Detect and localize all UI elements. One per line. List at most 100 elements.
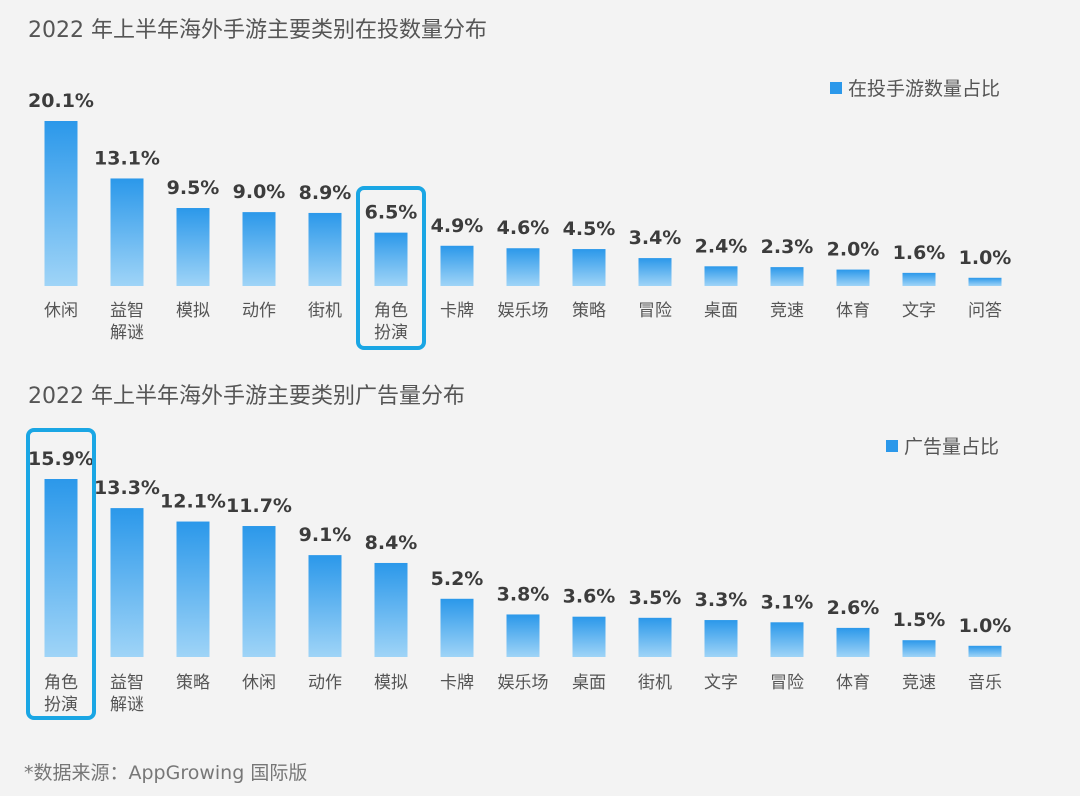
chart-1-highlight-box <box>356 186 426 350</box>
chart-2-category-label: 街机 <box>638 673 672 693</box>
chart-2-value-label: 3.5% <box>629 587 682 609</box>
chart-2-bar <box>638 617 672 657</box>
chart-1-category-label: 模拟 <box>176 301 210 321</box>
chart-2-category-label: 卡牌 <box>440 673 474 693</box>
chart-2-bar <box>176 521 210 657</box>
chart-2-value-label: 13.3% <box>94 477 160 499</box>
chart-1-value-label: 2.4% <box>695 235 748 257</box>
chart-1-value-label: 2.0% <box>827 239 880 261</box>
chart-2-value-label: 1.5% <box>893 609 946 631</box>
chart-2-category-label: 竞速 <box>902 673 936 693</box>
chart-1-value-label: 1.0% <box>959 247 1012 269</box>
chart-1-bar <box>506 248 540 286</box>
chart-2-value-label: 3.8% <box>497 583 550 605</box>
chart-1-category-label: 文字 <box>902 301 936 321</box>
chart-1-bar <box>704 266 738 286</box>
chart-2-bar <box>572 616 606 657</box>
chart-1-category-label: 扮演 <box>374 323 408 343</box>
chart-1-category-label: 卡牌 <box>440 301 474 321</box>
chart-2-bar <box>308 555 342 657</box>
chart-1-value-label: 4.9% <box>431 215 484 237</box>
chart-1-legend: 在投手游数量占比 <box>830 74 1000 101</box>
chart-2-value-label: 8.4% <box>365 532 418 554</box>
chart-2-value-label: 9.1% <box>299 524 352 546</box>
source-note: *数据来源：AppGrowing 国际版 <box>24 762 308 784</box>
chart-1-category-label: 策略 <box>572 301 606 321</box>
chart-2-bar <box>242 526 276 657</box>
chart-1-value-label: 13.1% <box>94 147 160 169</box>
chart-1-bar <box>968 277 1002 286</box>
chart-1-bar <box>440 245 474 286</box>
chart-2-category-label: 模拟 <box>374 673 408 693</box>
chart-2-category-label: 解谜 <box>110 695 144 715</box>
chart-2-category-label: 体育 <box>836 673 870 693</box>
chart-1-legend-label: 在投手游数量占比 <box>848 78 1001 100</box>
chart-1-category-label: 竞速 <box>770 301 804 321</box>
chart-1-bar <box>638 258 672 286</box>
chart-2-bar <box>44 479 78 657</box>
chart-1-bar <box>770 267 804 286</box>
chart-1-value-label: 2.3% <box>761 236 814 258</box>
chart-2-legend-label: 广告量占比 <box>904 436 1000 458</box>
chart-2-category-label: 文字 <box>704 673 738 693</box>
chart-2-highlight-box <box>26 428 96 720</box>
chart-2-value-label: 3.6% <box>563 586 616 608</box>
chart-1-category-label: 问答 <box>968 301 1002 321</box>
chart-1-value-label: 4.6% <box>497 217 550 239</box>
chart-2-value-label: 11.7% <box>226 495 292 517</box>
chart-1-value-label: 20.1% <box>28 90 94 112</box>
chart-1-legend-swatch <box>830 81 842 94</box>
chart-1-value-label: 4.5% <box>563 218 616 240</box>
chart-2-category-label: 音乐 <box>968 673 1002 693</box>
chart-1-value-label: 6.5% <box>365 202 418 224</box>
chart-2-category-label: 扮演 <box>44 695 78 715</box>
chart-2-category-label: 动作 <box>308 673 342 693</box>
chart-2-category-label: 角色 <box>44 673 78 693</box>
chart-1-value-label: 8.9% <box>299 182 352 204</box>
chart-1-category-label: 角色 <box>374 301 408 321</box>
chart-1-bar <box>176 208 210 286</box>
chart-2-value-label: 5.2% <box>431 568 484 590</box>
chart-2-legend-swatch <box>886 439 898 452</box>
chart-1-bar <box>902 272 936 286</box>
chart-1-category-label: 动作 <box>242 301 276 321</box>
chart-2-value-label: 1.0% <box>959 615 1012 637</box>
chart-1-bar <box>374 232 408 286</box>
chart-2-bar <box>704 620 738 657</box>
chart-1-category-label: 桌面 <box>704 301 738 321</box>
chart-1-value-label: 3.4% <box>629 227 682 249</box>
chart-2-bar <box>440 598 474 657</box>
chart-1-category-label: 街机 <box>308 301 342 321</box>
chart-1-value-label: 9.0% <box>233 181 286 203</box>
chart-2-category-label: 益智 <box>110 673 144 693</box>
chart-2-value-label: 12.1% <box>160 491 226 513</box>
chart-2-value-label: 15.9% <box>28 448 94 470</box>
chart-1-bar <box>308 212 342 286</box>
chart-1-bar <box>242 212 276 286</box>
chart-1-category-label: 解谜 <box>110 323 144 343</box>
chart-2-category-label: 休闲 <box>242 673 276 693</box>
chart-2-bar <box>374 562 408 657</box>
chart-1-value-label: 1.6% <box>893 242 946 264</box>
chart-1-category-label: 休闲 <box>44 301 78 321</box>
chart-2-value-label: 3.1% <box>761 591 814 613</box>
chart-1-bar <box>44 121 78 286</box>
chart-2-title: 2022 年上半年海外手游主要类别广告量分布 <box>28 384 465 409</box>
chart-1-category-label: 娱乐场 <box>498 301 549 321</box>
chart-2-category-label: 冒险 <box>770 673 804 693</box>
chart-2-value-label: 2.6% <box>827 597 880 619</box>
chart-1-bar <box>110 178 144 286</box>
chart-2-bar <box>836 627 870 657</box>
chart-2-bar <box>110 508 144 657</box>
chart-1-category-label: 体育 <box>836 301 870 321</box>
chart-2-legend: 广告量占比 <box>886 432 999 459</box>
chart-1-bar <box>836 269 870 286</box>
chart-2-category-label: 策略 <box>176 673 210 693</box>
chart-1-bar <box>572 249 606 286</box>
chart-2-bar <box>770 622 804 657</box>
chart-2-value-label: 3.3% <box>695 589 748 611</box>
chart-1-category-label: 冒险 <box>638 301 672 321</box>
